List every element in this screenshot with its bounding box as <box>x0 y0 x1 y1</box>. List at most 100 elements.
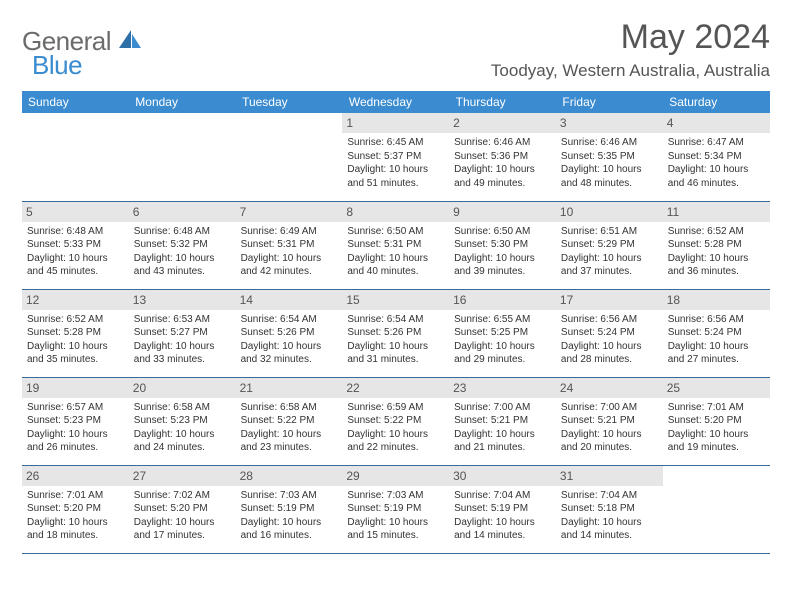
day-number: 8 <box>342 202 449 222</box>
calendar-day-cell: 7Sunrise: 6:49 AMSunset: 5:31 PMDaylight… <box>236 201 343 289</box>
day-number: 21 <box>236 378 343 398</box>
sunset-text: Sunset: 5:24 PM <box>561 326 658 340</box>
calendar-week-row: 26Sunrise: 7:01 AMSunset: 5:20 PMDayligh… <box>22 465 770 553</box>
sunset-text: Sunset: 5:20 PM <box>27 502 124 516</box>
sunset-text: Sunset: 5:26 PM <box>241 326 338 340</box>
daylight-text: Daylight: 10 hours and 21 minutes. <box>454 428 551 455</box>
sunset-text: Sunset: 5:21 PM <box>561 414 658 428</box>
calendar-day-cell <box>129 113 236 201</box>
sunrise-text: Sunrise: 6:45 AM <box>347 136 444 150</box>
day-number: 30 <box>449 466 556 486</box>
calendar-day-cell: 8Sunrise: 6:50 AMSunset: 5:31 PMDaylight… <box>342 201 449 289</box>
daylight-text: Daylight: 10 hours and 46 minutes. <box>668 163 765 190</box>
sunrise-text: Sunrise: 6:46 AM <box>561 136 658 150</box>
sunrise-text: Sunrise: 6:56 AM <box>668 313 765 327</box>
daylight-text: Daylight: 10 hours and 31 minutes. <box>347 340 444 367</box>
sunrise-text: Sunrise: 6:51 AM <box>561 225 658 239</box>
logo-text-blue: Blue <box>32 50 82 80</box>
sunset-text: Sunset: 5:32 PM <box>134 238 231 252</box>
sunrise-text: Sunrise: 6:50 AM <box>454 225 551 239</box>
sunset-text: Sunset: 5:31 PM <box>241 238 338 252</box>
sunrise-text: Sunrise: 6:59 AM <box>347 401 444 415</box>
sunset-text: Sunset: 5:22 PM <box>347 414 444 428</box>
sunset-text: Sunset: 5:26 PM <box>347 326 444 340</box>
daylight-text: Daylight: 10 hours and 24 minutes. <box>134 428 231 455</box>
daylight-text: Daylight: 10 hours and 33 minutes. <box>134 340 231 367</box>
daylight-text: Daylight: 10 hours and 19 minutes. <box>668 428 765 455</box>
calendar-day-cell: 31Sunrise: 7:04 AMSunset: 5:18 PMDayligh… <box>556 465 663 553</box>
daylight-text: Daylight: 10 hours and 45 minutes. <box>27 252 124 279</box>
day-number: 25 <box>663 378 770 398</box>
sunrise-text: Sunrise: 6:56 AM <box>561 313 658 327</box>
daylight-text: Daylight: 10 hours and 29 minutes. <box>454 340 551 367</box>
sunset-text: Sunset: 5:23 PM <box>134 414 231 428</box>
sunrise-text: Sunrise: 6:52 AM <box>27 313 124 327</box>
calendar-day-cell: 1Sunrise: 6:45 AMSunset: 5:37 PMDaylight… <box>342 113 449 201</box>
calendar-day-cell: 16Sunrise: 6:55 AMSunset: 5:25 PMDayligh… <box>449 289 556 377</box>
calendar-week-row: 1Sunrise: 6:45 AMSunset: 5:37 PMDaylight… <box>22 113 770 201</box>
calendar-day-cell: 4Sunrise: 6:47 AMSunset: 5:34 PMDaylight… <box>663 113 770 201</box>
daylight-text: Daylight: 10 hours and 37 minutes. <box>561 252 658 279</box>
calendar-week-row: 19Sunrise: 6:57 AMSunset: 5:23 PMDayligh… <box>22 377 770 465</box>
sunset-text: Sunset: 5:18 PM <box>561 502 658 516</box>
calendar-day-cell <box>22 113 129 201</box>
daylight-text: Daylight: 10 hours and 18 minutes. <box>27 516 124 543</box>
sunrise-text: Sunrise: 6:54 AM <box>347 313 444 327</box>
daylight-text: Daylight: 10 hours and 14 minutes. <box>454 516 551 543</box>
day-number: 27 <box>129 466 236 486</box>
calendar-day-cell: 26Sunrise: 7:01 AMSunset: 5:20 PMDayligh… <box>22 465 129 553</box>
sunrise-text: Sunrise: 6:58 AM <box>241 401 338 415</box>
sunrise-text: Sunrise: 6:55 AM <box>454 313 551 327</box>
calendar-day-cell: 17Sunrise: 6:56 AMSunset: 5:24 PMDayligh… <box>556 289 663 377</box>
calendar-day-cell: 30Sunrise: 7:04 AMSunset: 5:19 PMDayligh… <box>449 465 556 553</box>
sunrise-text: Sunrise: 7:03 AM <box>347 489 444 503</box>
daylight-text: Daylight: 10 hours and 27 minutes. <box>668 340 765 367</box>
day-number: 11 <box>663 202 770 222</box>
logo-sail-icon <box>117 28 143 55</box>
daylight-text: Daylight: 10 hours and 36 minutes. <box>668 252 765 279</box>
sunset-text: Sunset: 5:31 PM <box>347 238 444 252</box>
month-title: May 2024 <box>491 18 770 57</box>
sunset-text: Sunset: 5:23 PM <box>27 414 124 428</box>
title-block: May 2024 Toodyay, Western Australia, Aus… <box>491 18 770 81</box>
sunrise-text: Sunrise: 6:52 AM <box>668 225 765 239</box>
sunset-text: Sunset: 5:36 PM <box>454 150 551 164</box>
daylight-text: Daylight: 10 hours and 39 minutes. <box>454 252 551 279</box>
calendar-day-cell: 3Sunrise: 6:46 AMSunset: 5:35 PMDaylight… <box>556 113 663 201</box>
calendar-day-cell: 10Sunrise: 6:51 AMSunset: 5:29 PMDayligh… <box>556 201 663 289</box>
daylight-text: Daylight: 10 hours and 15 minutes. <box>347 516 444 543</box>
day-number: 10 <box>556 202 663 222</box>
sunrise-text: Sunrise: 6:57 AM <box>27 401 124 415</box>
daylight-text: Daylight: 10 hours and 48 minutes. <box>561 163 658 190</box>
weekday-header: Thursday <box>449 91 556 113</box>
day-number: 31 <box>556 466 663 486</box>
calendar-day-cell: 2Sunrise: 6:46 AMSunset: 5:36 PMDaylight… <box>449 113 556 201</box>
calendar-day-cell: 19Sunrise: 6:57 AMSunset: 5:23 PMDayligh… <box>22 377 129 465</box>
calendar-day-cell: 20Sunrise: 6:58 AMSunset: 5:23 PMDayligh… <box>129 377 236 465</box>
daylight-text: Daylight: 10 hours and 17 minutes. <box>134 516 231 543</box>
weekday-header: Tuesday <box>236 91 343 113</box>
daylight-text: Daylight: 10 hours and 22 minutes. <box>347 428 444 455</box>
weekday-header: Wednesday <box>342 91 449 113</box>
sunset-text: Sunset: 5:20 PM <box>668 414 765 428</box>
sunset-text: Sunset: 5:21 PM <box>454 414 551 428</box>
day-number: 4 <box>663 113 770 133</box>
sunrise-text: Sunrise: 6:48 AM <box>134 225 231 239</box>
calendar-day-cell <box>236 113 343 201</box>
sunset-text: Sunset: 5:19 PM <box>241 502 338 516</box>
sunrise-text: Sunrise: 7:04 AM <box>454 489 551 503</box>
sunset-text: Sunset: 5:28 PM <box>668 238 765 252</box>
day-number: 19 <box>22 378 129 398</box>
daylight-text: Daylight: 10 hours and 35 minutes. <box>27 340 124 367</box>
sunrise-text: Sunrise: 6:47 AM <box>668 136 765 150</box>
calendar-day-cell: 21Sunrise: 6:58 AMSunset: 5:22 PMDayligh… <box>236 377 343 465</box>
day-number: 23 <box>449 378 556 398</box>
calendar-day-cell: 5Sunrise: 6:48 AMSunset: 5:33 PMDaylight… <box>22 201 129 289</box>
calendar-day-cell: 24Sunrise: 7:00 AMSunset: 5:21 PMDayligh… <box>556 377 663 465</box>
calendar-day-cell <box>663 465 770 553</box>
sunset-text: Sunset: 5:30 PM <box>454 238 551 252</box>
day-number: 16 <box>449 290 556 310</box>
sunset-text: Sunset: 5:35 PM <box>561 150 658 164</box>
day-number: 15 <box>342 290 449 310</box>
calendar-day-cell: 18Sunrise: 6:56 AMSunset: 5:24 PMDayligh… <box>663 289 770 377</box>
